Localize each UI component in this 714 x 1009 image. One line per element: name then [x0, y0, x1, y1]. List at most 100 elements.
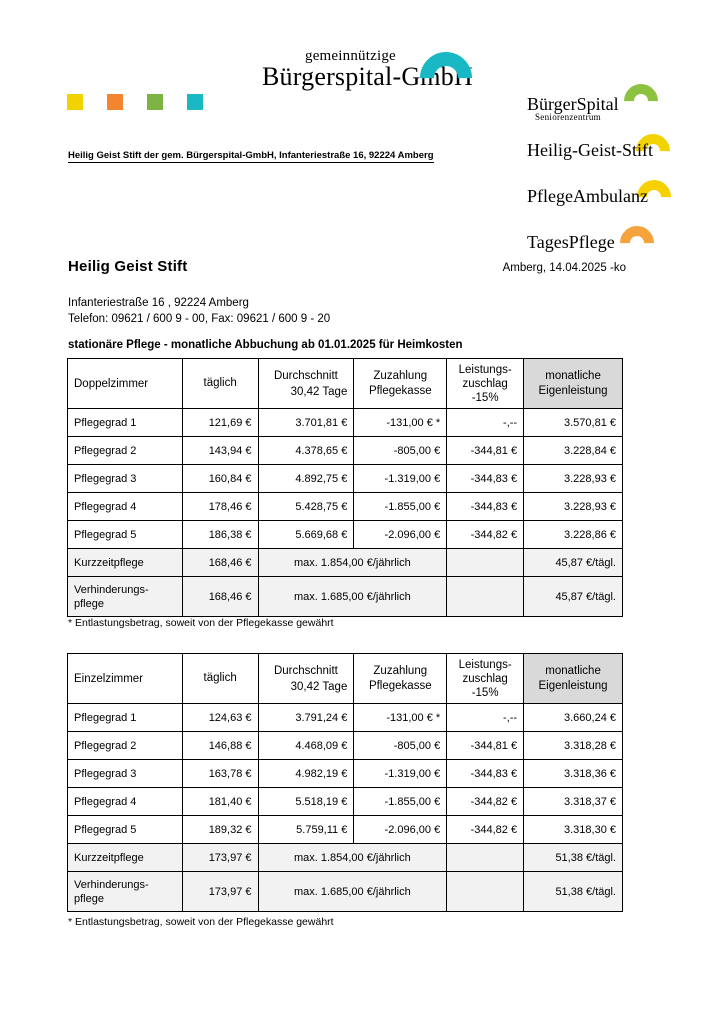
column-header-benefit-line2: zuschlag — [462, 672, 508, 685]
cell-own: 3.318,36 € — [523, 759, 623, 788]
cell-average: 3.701,81 € — [257, 408, 355, 437]
column-header-room-type: Einzelzimmer — [67, 653, 183, 704]
column-header-benefit-line1: Leistungs- — [458, 658, 512, 671]
column-header-own-line1: monatliche — [545, 664, 601, 677]
column-header-benefit-line3: -15% — [471, 686, 499, 699]
cell-own: 3.228,93 € — [523, 492, 623, 521]
brand-logo-pflegeambulanz: PflegeAmbulanz — [527, 172, 692, 224]
cell-benefit — [446, 576, 525, 617]
column-header-copay-line2: Pflegekasse — [368, 384, 432, 397]
facility-contact: Infanteriestraße 16 , 92224 Amberg Telef… — [68, 295, 330, 327]
brand-logo-buergerspital: BürgerSpital Seniorenzentrum — [527, 76, 692, 132]
cell-own: 3.318,37 € — [523, 787, 623, 816]
facility-address-block: Heilig Geist Stift Infanteriestraße 16 ,… — [68, 258, 330, 327]
table-row: Pflegegrad 5 186,38 € 5.669,68 € -2.096,… — [67, 520, 623, 549]
cell-benefit: -,-- — [446, 408, 525, 437]
cell-copay: -805,00 € — [353, 436, 448, 465]
cell-own: 3.228,93 € — [523, 464, 623, 493]
row-label: Verhinderungs- pflege — [67, 871, 183, 912]
cell-daily: 124,63 € — [181, 703, 259, 732]
cell-copay: -2.096,00 € — [353, 815, 448, 844]
cell-own: 3.660,24 € — [523, 703, 623, 732]
cell-average: 4.378,65 € — [257, 436, 355, 465]
city-date: Amberg, 14.04.2025 -ko — [502, 262, 626, 274]
cell-benefit: -,-- — [446, 703, 525, 732]
row-label: Pflegegrad 1 — [67, 408, 183, 437]
document-header: gemeinnützige Bürgerspital-GmbH BürgerSp… — [0, 0, 714, 268]
cell-annual-max: max. 1.854,00 €/jährlich — [257, 548, 448, 577]
cell-daily: 189,32 € — [181, 815, 259, 844]
brand-logo-heilig-geist-stift: Heilig-Geist-Stift — [527, 126, 692, 178]
cell-copay: -1.855,00 € — [353, 492, 448, 521]
row-label: Pflegegrad 2 — [67, 436, 183, 465]
cell-own: 51,38 €/tägl. — [523, 843, 623, 872]
column-header-own-contribution: monatliche Eigenleistung — [523, 358, 623, 409]
footnote-einzelzimmer: * Entlastungsbetrag, soweit von der Pfle… — [68, 916, 334, 928]
cell-benefit — [446, 548, 525, 577]
facility-name: Heilig Geist Stift — [68, 258, 188, 275]
cell-daily: 160,84 € — [181, 464, 259, 493]
cell-daily: 178,46 € — [181, 492, 259, 521]
column-header-average-line1: Durchschnitt — [273, 664, 338, 677]
logo-tagline: gemeinnützige — [305, 48, 396, 64]
cell-daily: 186,38 € — [181, 520, 259, 549]
cell-copay: -1.319,00 € — [353, 759, 448, 788]
row-label-line2: pflege — [74, 597, 104, 610]
table-row: Pflegegrad 1 124,63 € 3.791,24 € -131,00… — [67, 703, 623, 732]
column-header-average-line2: 30,42 Tage — [290, 680, 348, 693]
brand-logo-stack: BürgerSpital Seniorenzentrum Heilig-Geis… — [527, 76, 692, 270]
swoosh-icon — [409, 41, 483, 115]
price-table-einzelzimmer: Einzelzimmer täglich Durchschnitt 30,42 … — [67, 653, 623, 912]
buergerspital-gmbh-logo: gemeinnützige Bürgerspital-GmbH — [262, 41, 492, 115]
color-square-cyan — [187, 94, 203, 110]
cell-benefit: -344,83 € — [446, 759, 525, 788]
brand-logo-tagespflege: TagesPflege — [527, 218, 692, 270]
table-header-row: Einzelzimmer täglich Durchschnitt 30,42 … — [67, 653, 623, 704]
column-header-copay-line1: Zuzahlung — [373, 369, 428, 382]
cell-average: 3.791,24 € — [257, 703, 355, 732]
cell-benefit — [446, 871, 525, 912]
column-header-daily: täglich — [181, 653, 259, 704]
cell-average: 5.428,75 € — [257, 492, 355, 521]
cell-daily: 168,46 € — [181, 576, 259, 617]
cell-own: 45,87 €/tägl. — [523, 548, 623, 577]
price-table-doppelzimmer: Doppelzimmer täglich Durchschnitt 30,42 … — [67, 358, 623, 617]
cell-own: 3.228,86 € — [523, 520, 623, 549]
column-header-average: Durchschnitt 30,42 Tage — [257, 358, 355, 409]
cell-daily: 181,40 € — [181, 787, 259, 816]
column-header-daily: täglich — [181, 358, 259, 409]
brand-name: BürgerSpital — [527, 94, 619, 114]
table-row: Pflegegrad 2 146,88 € 4.468,09 € -805,00… — [67, 731, 623, 760]
table-row: Pflegegrad 2 143,94 € 4.378,65 € -805,00… — [67, 436, 623, 465]
cell-average: 4.982,19 € — [257, 759, 355, 788]
cell-average: 4.468,09 € — [257, 731, 355, 760]
column-header-room-type: Doppelzimmer — [67, 358, 183, 409]
cell-average: 5.669,68 € — [257, 520, 355, 549]
table-row: Pflegegrad 4 178,46 € 5.428,75 € -1.855,… — [67, 492, 623, 521]
swoosh-icon — [616, 76, 666, 126]
footnote-doppelzimmer: * Entlastungsbetrag, soweit von der Pfle… — [68, 617, 334, 629]
brand-subtitle: Seniorenzentrum — [535, 112, 601, 122]
table-row: Pflegegrad 5 189,32 € 5.759,11 € -2.096,… — [67, 815, 623, 844]
cell-annual-max: max. 1.854,00 €/jährlich — [257, 843, 448, 872]
table-row: Pflegegrad 4 181,40 € 5.518,19 € -1.855,… — [67, 787, 623, 816]
table-body: Pflegegrad 1 124,63 € 3.791,24 € -131,00… — [67, 703, 623, 912]
row-label-line1: Verhinderungs- — [74, 878, 149, 891]
cell-daily: 146,88 € — [181, 731, 259, 760]
brand-name: Heilig-Geist-Stift — [527, 140, 653, 160]
cell-annual-max: max. 1.685,00 €/jährlich — [257, 871, 448, 912]
column-header-benefit-line3: -15% — [471, 391, 499, 404]
logo-company-name: Bürgerspital-GmbH — [262, 62, 473, 91]
cell-average: 4.892,75 € — [257, 464, 355, 493]
table-header: Doppelzimmer täglich Durchschnitt 30,42 … — [67, 358, 623, 409]
cell-own: 51,38 €/tägl. — [523, 871, 623, 912]
row-label-line2: pflege — [74, 892, 104, 905]
cell-daily: 163,78 € — [181, 759, 259, 788]
column-header-copay-line2: Pflegekasse — [368, 679, 432, 692]
cell-own: 3.318,30 € — [523, 815, 623, 844]
cell-average: 5.518,19 € — [257, 787, 355, 816]
color-square-orange — [107, 94, 123, 110]
table-header-row: Doppelzimmer täglich Durchschnitt 30,42 … — [67, 358, 623, 409]
brand-name: PflegeAmbulanz — [527, 186, 648, 206]
cell-daily: 173,97 € — [181, 843, 259, 872]
